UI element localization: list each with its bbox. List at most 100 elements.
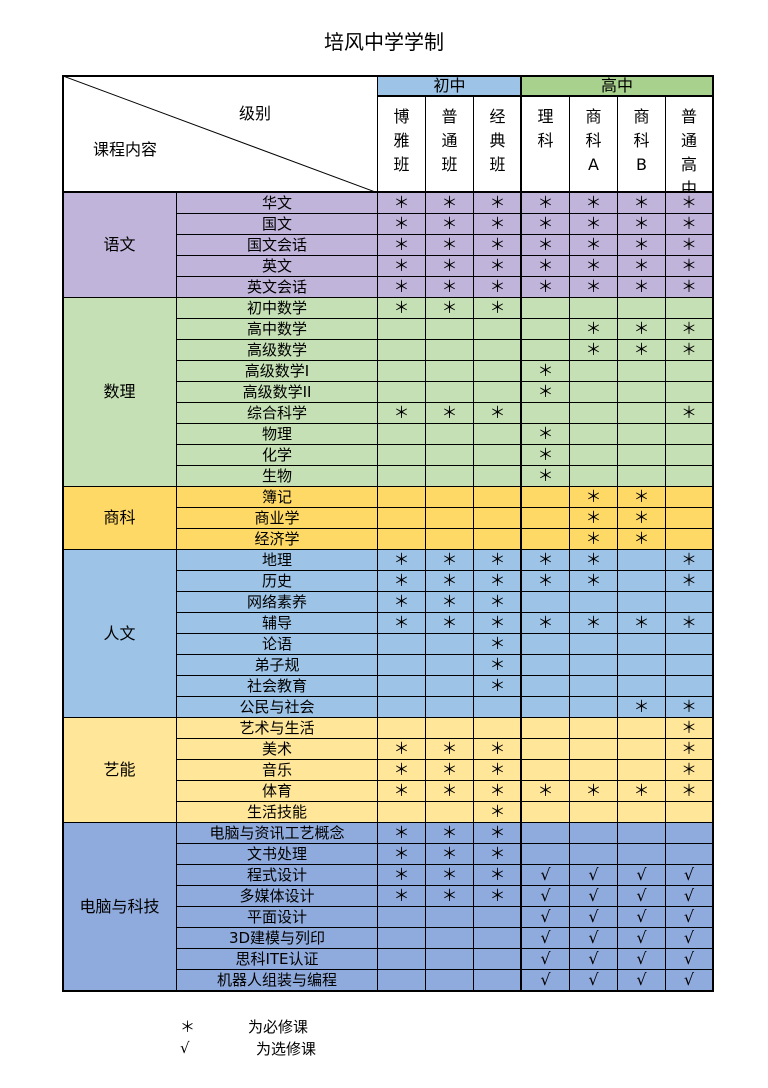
course-name: 平面设计 [176, 906, 378, 928]
empty-cell [521, 654, 570, 676]
required-mark: ＊ [665, 255, 713, 277]
empty-cell [425, 696, 474, 718]
empty-cell [617, 591, 666, 613]
column-header-2: 普通班 [425, 96, 474, 193]
legend-item: √ 为选修课 [180, 1038, 316, 1058]
empty-cell [377, 381, 426, 403]
required-mark: ＊ [569, 528, 618, 550]
empty-cell [377, 696, 426, 718]
required-mark: ＊ [425, 885, 474, 907]
course-name: 初中数学 [176, 297, 378, 319]
required-mark: ＊ [425, 822, 474, 844]
empty-cell [521, 507, 570, 529]
empty-cell [521, 486, 570, 508]
elective-mark: √ [665, 885, 713, 907]
elective-mark: √ [521, 906, 570, 928]
category-5: 艺能 [62, 717, 177, 823]
elective-mark: √ [617, 906, 666, 928]
course-name: 国文 [176, 213, 378, 235]
required-mark: ＊ [617, 696, 666, 718]
course-name: 音乐 [176, 759, 378, 781]
required-mark: ＊ [377, 213, 426, 235]
course-name: 网络素养 [176, 591, 378, 613]
course-name: 商业学 [176, 507, 378, 529]
empty-cell [473, 318, 522, 340]
category-4: 人文 [62, 549, 177, 718]
corner-label-content: 课程内容 [93, 140, 158, 159]
header-divider [62, 191, 712, 193]
required-mark: ＊ [473, 192, 522, 214]
required-mark: ＊ [425, 591, 474, 613]
course-name: 高级数学 [176, 339, 378, 361]
required-mark: ＊ [617, 213, 666, 235]
empty-cell [425, 486, 474, 508]
empty-cell [617, 402, 666, 424]
empty-cell [473, 717, 522, 739]
required-mark: ＊ [473, 801, 522, 823]
empty-cell [665, 381, 713, 403]
required-mark: ＊ [377, 297, 426, 319]
elective-mark: √ [617, 948, 666, 970]
empty-cell [473, 948, 522, 970]
empty-cell [665, 507, 713, 529]
corner-label-level: 级别 [239, 104, 272, 123]
empty-cell [473, 528, 522, 550]
required-mark: ＊ [521, 192, 570, 214]
empty-cell [665, 465, 713, 487]
empty-cell [569, 423, 618, 445]
empty-cell [665, 801, 713, 823]
required-mark: ＊ [425, 213, 474, 235]
course-name: 公民与社会 [176, 696, 378, 718]
required-mark: ＊ [617, 339, 666, 361]
empty-cell [569, 465, 618, 487]
required-mark: ＊ [617, 528, 666, 550]
elective-mark: √ [617, 969, 666, 991]
empty-cell [425, 318, 474, 340]
empty-cell [473, 381, 522, 403]
required-mark: ＊ [569, 339, 618, 361]
empty-cell [425, 339, 474, 361]
required-mark: ＊ [473, 864, 522, 886]
empty-cell [377, 486, 426, 508]
required-mark: ＊ [521, 549, 570, 571]
elective-mark: √ [665, 864, 713, 886]
empty-cell [665, 843, 713, 865]
empty-cell [569, 675, 618, 697]
required-mark: ＊ [425, 402, 474, 424]
empty-cell [425, 906, 474, 928]
required-mark: ＊ [425, 297, 474, 319]
required-mark: ＊ [425, 570, 474, 592]
course-name: 物理 [176, 423, 378, 445]
course-name: 程式设计 [176, 864, 378, 886]
category-6: 电脑与科技 [62, 822, 177, 991]
empty-cell [377, 528, 426, 550]
group-header-junior: 初中 [377, 75, 522, 96]
junior-senior-divider [520, 75, 522, 990]
empty-cell [425, 507, 474, 529]
empty-cell [617, 717, 666, 739]
required-mark: ＊ [425, 255, 474, 277]
required-mark: ＊ [665, 192, 713, 214]
column-header-1: 博雅班 [377, 96, 426, 193]
required-mark: ＊ [377, 192, 426, 214]
required-mark: ＊ [377, 549, 426, 571]
required-mark: ＊ [569, 234, 618, 256]
required-mark: ＊ [473, 654, 522, 676]
required-mark: ＊ [473, 843, 522, 865]
required-mark: ＊ [377, 759, 426, 781]
empty-cell [617, 675, 666, 697]
curriculum-table: 级别 课程内容 初中 高中博雅班普通班经典班理科商科 A 商科 B 普通高中语文 华文＊＊＊＊＊… [62, 75, 714, 992]
course-name: 艺术与生活 [176, 717, 378, 739]
empty-cell [377, 444, 426, 466]
empty-cell [521, 297, 570, 319]
required-mark: ＊ [473, 591, 522, 613]
empty-cell [569, 843, 618, 865]
required-mark: ＊ [521, 360, 570, 382]
empty-cell [665, 654, 713, 676]
empty-cell [665, 591, 713, 613]
required-mark: ＊ [665, 234, 713, 256]
empty-cell [521, 633, 570, 655]
empty-cell [521, 822, 570, 844]
